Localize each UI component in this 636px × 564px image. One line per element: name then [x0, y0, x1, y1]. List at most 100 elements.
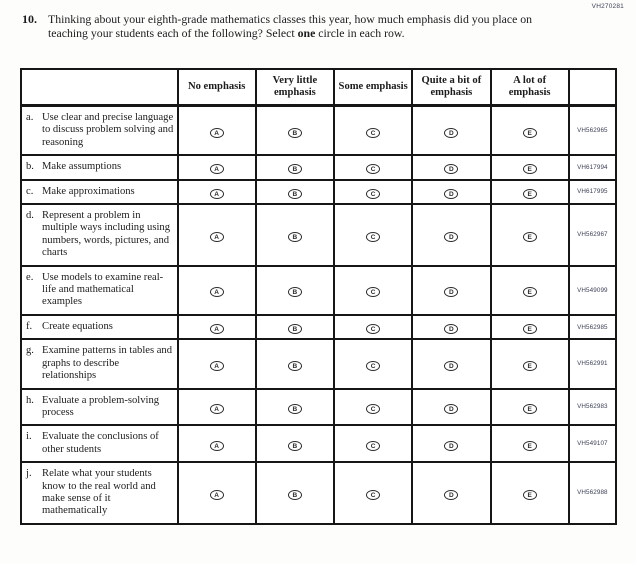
option-cell-c-d: D [411, 178, 492, 206]
option-cell-j-b: B [254, 461, 336, 525]
item-cell-i: i. Evaluate the conclusions of other stud… [20, 424, 179, 464]
response-bubble-a[interactable]: A [209, 403, 224, 414]
response-bubble-c[interactable]: C [366, 360, 381, 371]
response-bubble-e[interactable]: E [522, 360, 537, 371]
option-cell-g-a: A [176, 338, 257, 390]
item-text: Use clear and precise language to discus… [42, 112, 174, 148]
response-bubble-d[interactable]: D [444, 127, 459, 138]
response-bubble-b[interactable]: B [287, 489, 302, 500]
response-bubble-c[interactable]: C [366, 287, 381, 298]
response-bubble-a[interactable]: A [209, 489, 224, 500]
response-bubble-a[interactable]: A [209, 324, 224, 335]
response-bubble-b[interactable]: B [287, 231, 302, 242]
response-bubble-a[interactable]: A [209, 287, 224, 298]
response-bubble-d[interactable]: D [444, 403, 459, 414]
response-bubble-b[interactable]: B [287, 440, 302, 451]
table-row-c: c. Make approximations A B C D E VH617995 [20, 178, 618, 206]
response-bubble-d[interactable]: D [444, 231, 459, 242]
option-cell-b-d: D [411, 154, 492, 181]
item-letter: i. [26, 431, 32, 443]
item-code: VH562988 [567, 461, 618, 525]
response-bubble-d[interactable]: D [444, 164, 459, 175]
option-cell-j-a: A [176, 461, 257, 525]
table-row-e: e. Use models to examine real-life and ma… [20, 264, 618, 316]
option-cell-b-b: B [254, 154, 336, 181]
response-bubble-c[interactable]: C [366, 188, 381, 199]
response-bubble-b[interactable]: B [287, 188, 302, 199]
response-bubble-e[interactable]: E [522, 164, 537, 175]
question-block: 10. Thinking about your eighth-grade mat… [22, 12, 582, 40]
option-cell-i-b: B [254, 424, 336, 464]
item-text: Represent a problem in multiple ways inc… [42, 210, 170, 259]
table-header-row: No emphasis Very little emphasis Some emph… [20, 68, 618, 107]
response-bubble-d[interactable]: D [444, 360, 459, 371]
response-bubble-d[interactable]: D [444, 440, 459, 451]
response-bubble-b[interactable]: B [287, 403, 302, 414]
response-bubble-e[interactable]: E [522, 287, 537, 298]
item-cell-g: g. Examine patterns in tables and graphs … [20, 338, 179, 390]
response-bubble-e[interactable]: E [522, 127, 537, 138]
response-bubble-b[interactable]: B [287, 324, 302, 335]
option-cell-a-b: B [254, 104, 336, 157]
response-bubble-a[interactable]: A [209, 164, 224, 175]
option-cell-h-a: A [176, 387, 257, 427]
option-cell-j-d: D [411, 461, 492, 525]
item-column-header-empty [20, 68, 179, 107]
option-cell-c-a: A [176, 178, 257, 206]
question-number: 10. [22, 12, 37, 26]
question-text-end: circle in each row. [315, 26, 405, 40]
page-accession-code: VH270281 [591, 3, 624, 10]
option-cell-b-a: A [176, 154, 257, 181]
option-cell-j-c: C [333, 461, 414, 525]
option-cell-h-c: C [333, 387, 414, 427]
response-bubble-d[interactable]: D [444, 287, 459, 298]
response-bubble-c[interactable]: C [366, 127, 381, 138]
option-cell-b-e: E [489, 154, 570, 181]
option-cell-d-b: B [254, 203, 336, 267]
item-code: VH562965 [567, 104, 618, 157]
item-letter: f. [26, 320, 33, 332]
response-bubble-b[interactable]: B [287, 164, 302, 175]
response-bubble-a[interactable]: A [209, 231, 224, 242]
response-bubble-b[interactable]: B [287, 287, 302, 298]
item-cell-c: c. Make approximations [20, 178, 179, 206]
option-cell-e-c: C [333, 264, 414, 316]
option-cell-d-e: E [489, 203, 570, 267]
response-bubble-a[interactable]: A [209, 440, 224, 451]
item-letter: g. [26, 345, 34, 357]
response-bubble-d[interactable]: D [444, 324, 459, 335]
response-bubble-c[interactable]: C [366, 489, 381, 500]
response-bubble-c[interactable]: C [366, 403, 381, 414]
option-cell-d-d: D [411, 203, 492, 267]
response-bubble-d[interactable]: D [444, 188, 459, 199]
option-cell-c-c: C [333, 178, 414, 206]
response-bubble-b[interactable]: B [287, 127, 302, 138]
response-bubble-c[interactable]: C [366, 440, 381, 451]
option-cell-e-b: B [254, 264, 336, 316]
response-bubble-a[interactable]: A [209, 188, 224, 199]
option-cell-i-e: E [489, 424, 570, 464]
table-row-j: j. Relate what your students know to the … [20, 461, 618, 525]
column-header-3: Some emphasis [333, 68, 414, 107]
response-bubble-e[interactable]: E [522, 188, 537, 199]
response-bubble-a[interactable]: A [209, 360, 224, 371]
response-bubble-c[interactable]: C [366, 231, 381, 242]
response-bubble-e[interactable]: E [522, 403, 537, 414]
option-cell-c-b: B [254, 178, 336, 206]
response-bubble-a[interactable]: A [209, 127, 224, 138]
response-bubble-d[interactable]: D [444, 489, 459, 500]
response-bubble-c[interactable]: C [366, 164, 381, 175]
response-bubble-e[interactable]: E [522, 231, 537, 242]
column-header-2: Very little emphasis [254, 68, 336, 107]
item-code: VH617994 [567, 154, 618, 181]
response-bubble-e[interactable]: E [522, 440, 537, 451]
response-bubble-e[interactable]: E [522, 489, 537, 500]
response-bubble-c[interactable]: C [366, 324, 381, 335]
option-cell-a-e: E [489, 104, 570, 157]
response-bubble-e[interactable]: E [522, 324, 537, 335]
table-row-d: d. Represent a problem in multiple ways i… [20, 203, 618, 267]
item-letter: a. [26, 112, 34, 123]
table-row-f: f. Create equations A B C D E VH562985 [20, 313, 618, 341]
response-bubble-b[interactable]: B [287, 360, 302, 371]
